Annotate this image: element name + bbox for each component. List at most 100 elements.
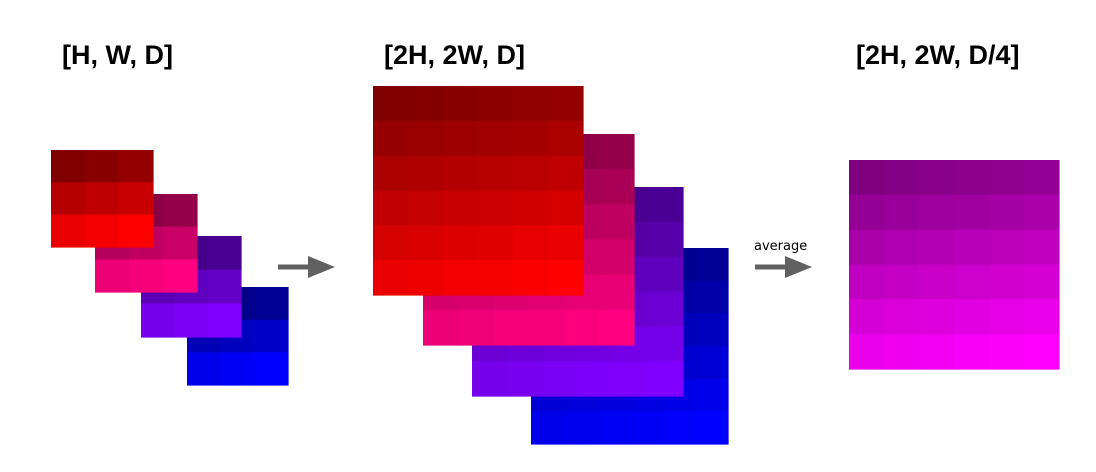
input-blue-cell <box>254 319 289 353</box>
upsampled-purple-cell <box>647 326 684 362</box>
input-purple-cell <box>207 236 242 271</box>
upsampled-red-cell <box>548 225 584 261</box>
upsampled-pink-cell <box>598 309 635 346</box>
upsampled-red-cell <box>513 155 549 192</box>
upsampled-pink-cell <box>458 309 494 346</box>
input-pink-cell <box>129 259 164 293</box>
upsampled-red-cell <box>478 155 514 192</box>
output-magenta-cell <box>1024 229 1060 266</box>
upsampled-red-cell <box>373 155 409 192</box>
upsampled-purple-cell <box>472 361 508 397</box>
upsampled-purple-cell <box>612 361 649 397</box>
input-pink-cell <box>163 194 198 228</box>
output-shape-label: [2H, 2W, D/4] <box>856 40 1020 70</box>
upsampled-red-cell <box>513 190 549 226</box>
input-blue-cell <box>220 352 255 386</box>
upsampled-red-cell <box>478 190 514 226</box>
output-magenta-cell <box>1024 299 1060 335</box>
upsampled-red-cell <box>443 190 479 226</box>
output-magenta-cell <box>954 194 990 231</box>
input-red-cell <box>85 150 120 183</box>
input-pink-cell <box>95 259 130 293</box>
output-magenta-cell <box>954 229 990 266</box>
output-magenta-cell <box>849 229 885 266</box>
upsampled-red-cell <box>478 120 514 157</box>
upsampled-red-cell <box>513 86 549 122</box>
upsampled-pink-cell <box>598 134 635 170</box>
output-magenta-cell <box>919 264 955 300</box>
output-magenta-cell <box>884 229 920 266</box>
upsampled-blue-cell <box>695 313 729 347</box>
upsampled-red-cell <box>478 260 514 296</box>
upsampled-red-cell <box>373 260 409 296</box>
upsample-arrow <box>278 256 335 278</box>
upsampled-red-layer <box>373 86 584 296</box>
input-purple-cell <box>141 303 175 338</box>
output-magenta-layer <box>849 160 1060 370</box>
upsampled-red-cell <box>408 120 444 157</box>
upsampled-shape-label: [2H, 2W, D] <box>384 40 526 70</box>
output-magenta-cell <box>954 334 990 370</box>
upsampled-pink-cell <box>493 309 530 346</box>
upsampled-purple-cell <box>647 187 684 223</box>
upsampled-blue-cell <box>695 378 729 412</box>
upsampled-blue-cell <box>662 411 696 445</box>
output-magenta-cell <box>1024 334 1060 370</box>
output-magenta-cell <box>849 194 885 231</box>
input-blue-cell <box>187 352 222 386</box>
upsampled-pink-cell <box>598 204 635 241</box>
upsampled-blue-cell <box>531 411 565 445</box>
input-red-cell <box>85 182 120 216</box>
output-magenta-cell <box>884 299 920 335</box>
input-purple-cell <box>207 269 242 304</box>
upsampled-red-cell <box>548 86 584 122</box>
output-magenta-cell <box>919 160 955 196</box>
upsampled-blue-cell <box>596 411 631 445</box>
average-arrow <box>755 256 812 278</box>
output-magenta-cell <box>919 299 955 335</box>
upsampled-red-cell <box>513 225 549 261</box>
input-red-cell <box>51 150 86 183</box>
output-magenta-cell <box>849 160 885 196</box>
upsampled-purple-cell <box>647 256 684 293</box>
upsampled-red-cell <box>373 120 409 157</box>
upsampled-red-cell <box>513 120 549 157</box>
input-blue-cell <box>254 352 289 386</box>
upsampled-pink-cell <box>563 309 600 346</box>
input-red-cell <box>51 214 86 248</box>
upsampled-purple-cell <box>542 361 579 397</box>
upsampled-red-cell <box>443 155 479 192</box>
upsampled-pink-cell <box>423 309 459 346</box>
average-arrow-head <box>785 256 812 278</box>
upsampled-blue-cell <box>563 411 598 445</box>
input-shape-label: [H, W, D] <box>62 40 173 70</box>
output-magenta-cell <box>849 264 885 300</box>
output-magenta-cell <box>919 229 955 266</box>
input-pink-cell <box>163 226 198 260</box>
output-magenta-cell <box>849 334 885 370</box>
upsampled-blue-cell <box>629 411 663 445</box>
output-magenta-cell <box>884 194 920 231</box>
input-red-cell <box>119 150 154 183</box>
upsampled-red-cell <box>548 155 584 192</box>
upsampled-red-cell <box>408 86 444 122</box>
upsampled-red-cell <box>408 190 444 226</box>
upsampled-red-cell <box>513 260 549 296</box>
input-purple-cell <box>174 303 209 338</box>
upsampled-red-cell <box>548 120 584 157</box>
upsampled-blue-cell <box>695 346 729 380</box>
output-magenta-cell <box>1024 160 1060 196</box>
input-red-cell <box>119 182 154 216</box>
upsampled-red-cell <box>408 225 444 261</box>
feature-grids <box>51 86 1060 445</box>
upsampled-red-cell <box>478 225 514 261</box>
output-magenta-cell <box>954 160 990 196</box>
upsampled-pink-cell <box>598 239 635 276</box>
upsampled-red-cell <box>408 155 444 192</box>
output-magenta-cell <box>954 299 990 335</box>
upsampled-red-cell <box>443 120 479 157</box>
upsampled-purple-cell <box>647 291 684 327</box>
output-magenta-cell <box>919 334 955 370</box>
upsampled-pink-cell <box>598 274 635 311</box>
